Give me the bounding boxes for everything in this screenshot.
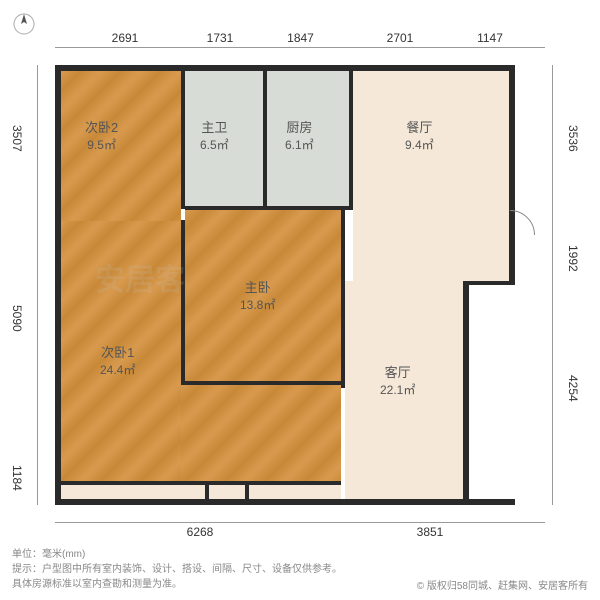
- dim-left-2: 5090: [10, 305, 24, 332]
- label-bathroom: 主卫6.5㎡: [200, 120, 229, 154]
- footer-tip1: 提示：户型图中所有室内装饰、设计、搭设、间隔、尺寸、设备仅供参考。: [12, 562, 342, 577]
- label-kitchen: 厨房6.1㎡: [285, 120, 314, 154]
- dim-top-5: 1147: [465, 31, 515, 45]
- dim-top-2: 1731: [185, 31, 255, 45]
- dim-top-3: 1847: [263, 31, 338, 45]
- dim-right-2: 1992: [566, 245, 580, 272]
- dim-bottom-2: 3851: [355, 525, 505, 539]
- dim-top-1: 2691: [75, 31, 175, 45]
- dim-left-1: 3507: [10, 125, 24, 152]
- room-bedroom2: [61, 71, 181, 221]
- room-dining: [353, 71, 509, 281]
- room-bedroom1b: [181, 385, 341, 485]
- label-dining: 餐厅9.4㎡: [405, 120, 434, 154]
- dim-right-3: 4254: [566, 375, 580, 402]
- footer-tip2: 具体房源标准以室内查勘和测量为准。: [12, 577, 342, 592]
- label-living: 客厅22.1㎡: [380, 365, 415, 399]
- floorplan: 2691 1731 1847 2701 1147 3507 5090 1184 …: [45, 55, 545, 515]
- dim-left-3: 1184: [10, 465, 24, 491]
- room-balcony: [61, 485, 341, 499]
- label-bedroom2: 次卧29.5㎡: [85, 120, 118, 154]
- dim-bottom-1: 6268: [125, 525, 275, 539]
- label-master: 主卧13.8㎡: [240, 280, 275, 314]
- footer-unit: 单位：毫米(mm): [12, 547, 342, 562]
- footer-copyright: © 版权归58同城、赶集网、安居客所有: [417, 577, 588, 592]
- compass-icon: [12, 12, 36, 36]
- dim-top-4: 2701: [345, 31, 455, 45]
- dim-right-1: 3536: [566, 125, 580, 152]
- footer: 单位：毫米(mm) 提示：户型图中所有室内装饰、设计、搭设、间隔、尺寸、设备仅供…: [12, 547, 588, 592]
- label-bedroom1: 次卧124.4㎡: [100, 345, 135, 379]
